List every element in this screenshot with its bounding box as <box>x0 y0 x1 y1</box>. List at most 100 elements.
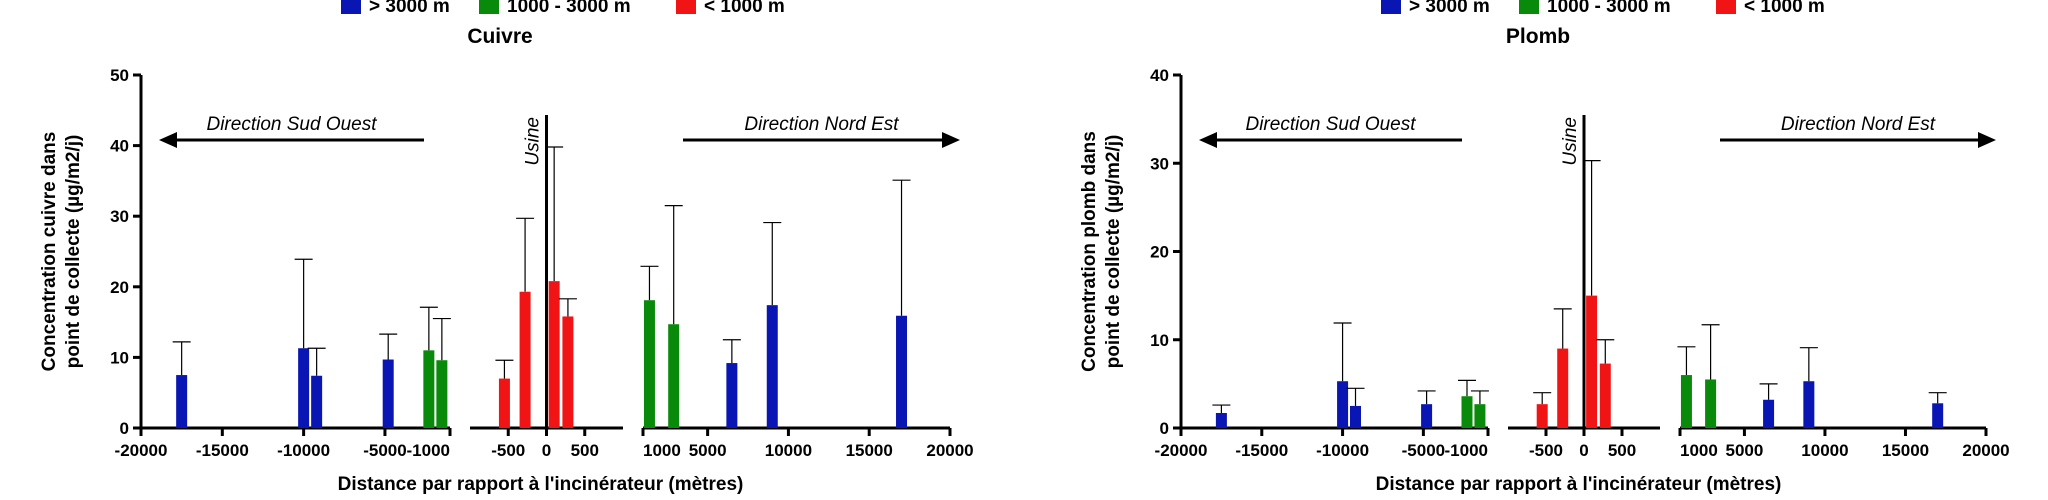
bar-mid-12 <box>668 324 680 428</box>
legend-label-far: > 3000 m <box>1409 0 1490 17</box>
x-tick-label: -20000 <box>1155 441 1208 460</box>
chart-title: Cuivre <box>467 25 532 48</box>
x-tick-label: 10000 <box>1801 441 1848 460</box>
x-axis-label: Distance par rapport à l'incinérateur (m… <box>1376 474 1782 495</box>
bar-mid-11 <box>1680 375 1692 428</box>
legend-label-near: < 1000 m <box>704 0 785 17</box>
x-tick-label: 500 <box>1608 441 1636 460</box>
legend-swatch-mid <box>1519 0 1539 14</box>
bar-near-9 <box>548 281 560 428</box>
bar-near-7 <box>498 378 510 428</box>
y-tick-label: 0 <box>1160 419 1169 438</box>
bar-far-13 <box>726 363 738 428</box>
x-tick-label: -10000 <box>277 441 330 460</box>
y-tick-label: 10 <box>1150 331 1169 350</box>
right-arrow-head <box>942 132 960 148</box>
legend-swatch-near <box>676 0 696 14</box>
y-tick-label: 50 <box>110 66 129 85</box>
bar-near-10 <box>1599 363 1611 428</box>
x-tick-label: 0 <box>542 441 551 460</box>
plant-label: Usine <box>523 117 544 166</box>
y-axis-label: Concentration cuivre dans point de collec… <box>39 132 84 372</box>
right-arrow-head <box>1978 132 1996 148</box>
legend-label-mid: 1000 - 3000 m <box>1547 0 1671 17</box>
bar-near-8 <box>1557 348 1569 428</box>
x-tick-label: -5000 <box>1402 441 1445 460</box>
x-tick-label: 5000 <box>689 441 727 460</box>
bar-far-2 <box>298 348 310 428</box>
bar-near-7 <box>1536 404 1548 428</box>
bar-near-8 <box>519 291 531 428</box>
chart-panel-1: > 3000 m 1000 - 3000 m < 1000 m Cuivre 0 10 20… <box>39 0 974 495</box>
bar-mid-5 <box>423 350 435 428</box>
bar-far-2 <box>1337 381 1349 428</box>
bar-far-3 <box>1350 405 1362 428</box>
x-tick-label: 1000 <box>643 441 681 460</box>
y-axis-label: Concentration plomb dans point de collect… <box>1079 131 1124 372</box>
x-tick-label: -1000 <box>1445 441 1488 460</box>
legend-label-near: < 1000 m <box>1744 0 1825 17</box>
chart-title: Plomb <box>1506 25 1570 48</box>
x-tick-label: 20000 <box>1962 441 2009 460</box>
x-tick-label: -15000 <box>1235 441 1288 460</box>
legend-swatch-near <box>1716 0 1736 14</box>
bar-near-10 <box>562 316 574 428</box>
bar-far-1 <box>1215 412 1227 428</box>
legend-swatch-mid <box>479 0 499 14</box>
y-tick-label: 20 <box>110 278 129 297</box>
x-tick-label: -500 <box>491 441 525 460</box>
right-arrow-label: Direction Nord Est <box>1781 114 1936 135</box>
left-arrow-label: Direction Sud Ouest <box>206 114 377 135</box>
x-tick-label: 15000 <box>1882 441 1929 460</box>
chart-panel-2: > 3000 m 1000 - 3000 m < 1000 m Plomb 0 10 20 3… <box>1079 0 2010 495</box>
left-arrow-head <box>1199 132 1217 148</box>
bar-mid-6 <box>1474 404 1486 428</box>
x-tick-label: -500 <box>1529 441 1563 460</box>
y-tick-label: 30 <box>110 207 129 226</box>
right-arrow-label: Direction Nord Est <box>744 114 899 135</box>
x-tick-label: -1000 <box>407 441 450 460</box>
x-tick-label: 500 <box>571 441 599 460</box>
left-arrow-head <box>159 132 177 148</box>
y-tick-label: 30 <box>1150 154 1169 173</box>
left-arrow-label: Direction Sud Ouest <box>1245 114 1416 135</box>
bar-far-14 <box>766 305 778 428</box>
bar-far-3 <box>311 375 323 428</box>
legend-label-far: > 3000 m <box>369 0 450 17</box>
bar-far-4 <box>1421 404 1433 428</box>
bar-far-15 <box>1932 403 1944 428</box>
plant-label: Usine <box>1560 117 1581 166</box>
x-tick-label: -20000 <box>115 441 168 460</box>
y-tick-label: 0 <box>120 419 129 438</box>
legend-swatch-far <box>341 0 361 14</box>
bar-far-4 <box>382 359 394 428</box>
x-tick-label: -5000 <box>363 441 406 460</box>
x-tick-label: 0 <box>1579 441 1588 460</box>
bar-mid-5 <box>1461 396 1473 428</box>
bar-mid-12 <box>1705 379 1717 428</box>
y-tick-label: 40 <box>1150 66 1169 85</box>
bar-far-14 <box>1803 381 1815 428</box>
y-axis-label-line-1: Concentration plomb dans <box>1079 131 1100 372</box>
bar-far-1 <box>176 375 188 428</box>
y-tick-label: 10 <box>110 348 129 367</box>
bar-mid-11 <box>643 300 655 428</box>
x-tick-label: -15000 <box>196 441 249 460</box>
legend-label-mid: 1000 - 3000 m <box>507 0 631 17</box>
x-tick-label: 5000 <box>1726 441 1764 460</box>
bar-far-15 <box>896 315 908 428</box>
x-tick-label: 20000 <box>926 441 973 460</box>
x-tick-label: 1000 <box>1680 441 1718 460</box>
y-tick-label: 40 <box>110 137 129 156</box>
x-axis-label: Distance par rapport à l'incinérateur (m… <box>338 474 744 495</box>
x-tick-label: 10000 <box>765 441 812 460</box>
y-tick-label: 20 <box>1150 243 1169 262</box>
x-tick-label: -10000 <box>1316 441 1369 460</box>
y-axis-label-line-2: point de collecte (µg/m2/j) <box>63 135 84 369</box>
bar-near-9 <box>1586 295 1598 428</box>
y-axis-label-line-1: Concentration cuivre dans <box>39 132 60 372</box>
bar-mid-6 <box>436 360 448 428</box>
y-axis-label-line-2: point de collecte (µg/m2/j) <box>1103 135 1124 369</box>
